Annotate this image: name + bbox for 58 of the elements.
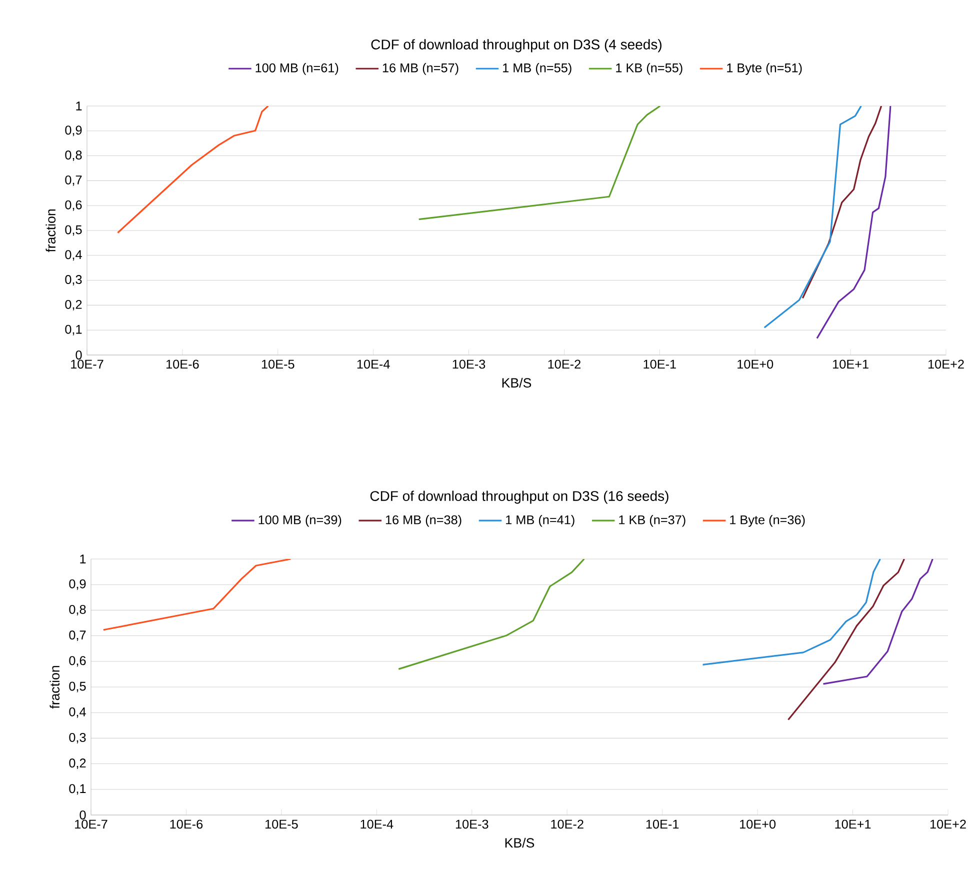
y-tick-label: 0	[80, 810, 86, 820]
chart-title: CDF of download throughput on D3S (4 seeds)	[371, 39, 662, 52]
legend-label: 1 Byte (n=51)	[727, 63, 802, 75]
x-tick-label: 10E-4	[357, 360, 390, 369]
y-tick-label: 0,7	[65, 175, 82, 186]
y-tick-label: 0,3	[65, 275, 82, 286]
y-tick-label: 0	[76, 350, 82, 360]
y-axis-title: fraction	[50, 666, 60, 709]
legend-label: 1 Byte (n=36)	[730, 514, 805, 527]
x-tick-label: 10E-2	[551, 820, 584, 829]
x-tick-label: 10E+2	[930, 820, 966, 829]
x-axis-title: KB/S	[505, 838, 534, 848]
x-tick-label: 10E-6	[170, 820, 203, 829]
y-tick-label: 0,3	[69, 732, 86, 744]
x-tick-label: 10E-3	[452, 360, 486, 369]
legend-label: 1 KB (n=37)	[619, 514, 686, 527]
legend-label: 1 KB (n=55)	[616, 63, 682, 75]
y-tick-label: 0,8	[69, 604, 86, 616]
legend-label: 100 MB (n=61)	[256, 63, 338, 75]
x-tick-label: 10E-3	[456, 820, 488, 829]
y-tick-label: 0,4	[69, 707, 86, 718]
x-tick-label: 10E-5	[262, 360, 294, 369]
legend-label: 16 MB (n=57)	[382, 63, 458, 75]
y-tick-label: 0,4	[65, 250, 82, 261]
y-tick-label: 0,6	[65, 200, 82, 211]
legend-label: 1 MB (n=55)	[503, 63, 572, 75]
x-tick-label: 10E-7	[75, 820, 108, 829]
legend-label: 100 MB (n=39)	[258, 514, 342, 527]
x-tick-label: 10E-5	[266, 820, 298, 829]
y-tick-label: 0,1	[69, 784, 86, 795]
y-tick-label: 0,5	[69, 682, 86, 692]
x-tick-label: 10E-1	[646, 820, 679, 829]
x-tick-label: 10E-1	[644, 360, 676, 369]
y-tick-label: 0,7	[69, 630, 86, 642]
chart-title: CDF of download throughput on D3S (16 seeds)	[370, 490, 668, 504]
legend-label: 1 MB (n=41)	[506, 514, 574, 527]
y-tick-label: 1	[76, 102, 82, 110]
x-tick-label: 10E+0	[738, 360, 774, 369]
x-axis-title: KB/S	[502, 378, 532, 388]
y-tick-label: 0,9	[69, 579, 86, 590]
legend-label: 16 MB (n=38)	[386, 514, 462, 527]
x-tick-label: 10E-7	[71, 360, 104, 369]
x-tick-label: 10E+0	[740, 820, 776, 829]
y-tick-label: 0,2	[69, 758, 86, 770]
x-tick-label: 10E-6	[166, 360, 199, 369]
y-axis-title: fraction	[46, 209, 56, 252]
x-tick-label: 10E+2	[928, 360, 964, 369]
y-tick-label: 0,8	[65, 150, 82, 162]
y-tick-label: 0,2	[65, 300, 82, 310]
x-tick-label: 10E-4	[360, 820, 394, 829]
y-tick-label: 0,6	[69, 656, 86, 667]
x-tick-label: 10E+1	[835, 820, 871, 829]
y-tick-label: 0,1	[65, 324, 82, 336]
y-tick-label: 0,5	[65, 225, 82, 236]
y-tick-label: 1	[80, 554, 86, 564]
y-tick-label: 0,9	[65, 126, 82, 136]
x-tick-label: 10E-2	[548, 360, 580, 369]
x-tick-label: 10E+1	[833, 360, 868, 369]
